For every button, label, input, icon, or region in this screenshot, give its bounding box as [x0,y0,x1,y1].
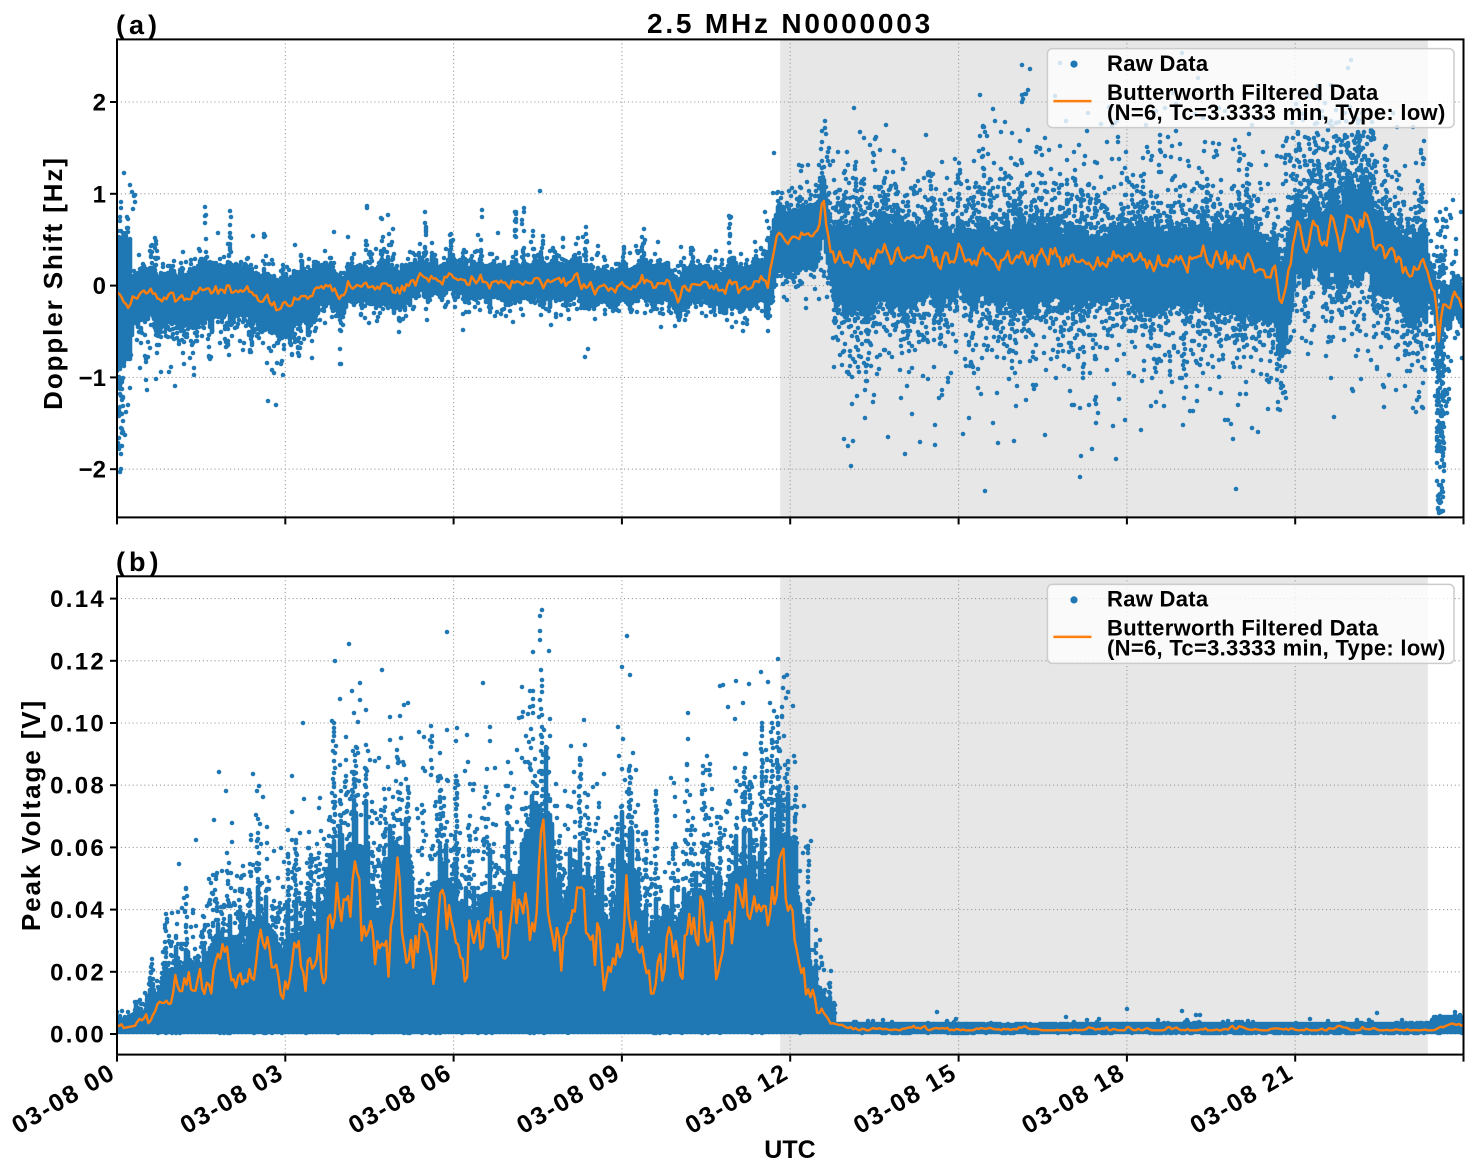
svg-text:Raw Data: Raw Data [1107,587,1209,612]
svg-text:Doppler Shift [Hz]: Doppler Shift [Hz] [38,156,68,410]
svg-text:0.10: 0.10 [50,711,106,738]
svg-text:UTC: UTC [764,1136,815,1164]
svg-text:0.00: 0.00 [50,1022,106,1049]
svg-text:0.02: 0.02 [50,959,106,986]
svg-text:0.04: 0.04 [50,897,106,924]
svg-text:2.5 MHz N0000003: 2.5 MHz N0000003 [647,8,933,39]
svg-text:−1: −1 [79,365,106,392]
svg-text:0: 0 [93,273,106,300]
svg-text:0.14: 0.14 [50,586,106,613]
svg-text:0.08: 0.08 [50,773,106,800]
svg-text:−2: −2 [79,457,106,484]
svg-text:Peak Voltage [V]: Peak Voltage [V] [16,699,46,931]
svg-text:(N=6, Tc=3.3333 min, Type: low: (N=6, Tc=3.3333 min, Type: low) [1107,100,1446,125]
svg-text:2: 2 [93,90,106,117]
svg-text:0.06: 0.06 [50,835,106,862]
svg-text:Butterworth Filtered Data: Butterworth Filtered Data [1107,80,1379,105]
svg-text:Butterworth Filtered Data: Butterworth Filtered Data [1107,616,1379,641]
svg-text:(b): (b) [116,547,162,577]
svg-text:0.12: 0.12 [50,648,106,675]
svg-text:Raw Data: Raw Data [1107,51,1209,76]
svg-text:(N=6, Tc=3.3333 min, Type: low: (N=6, Tc=3.3333 min, Type: low) [1107,636,1446,661]
svg-text:(a): (a) [116,10,161,40]
svg-text:1: 1 [93,181,106,208]
